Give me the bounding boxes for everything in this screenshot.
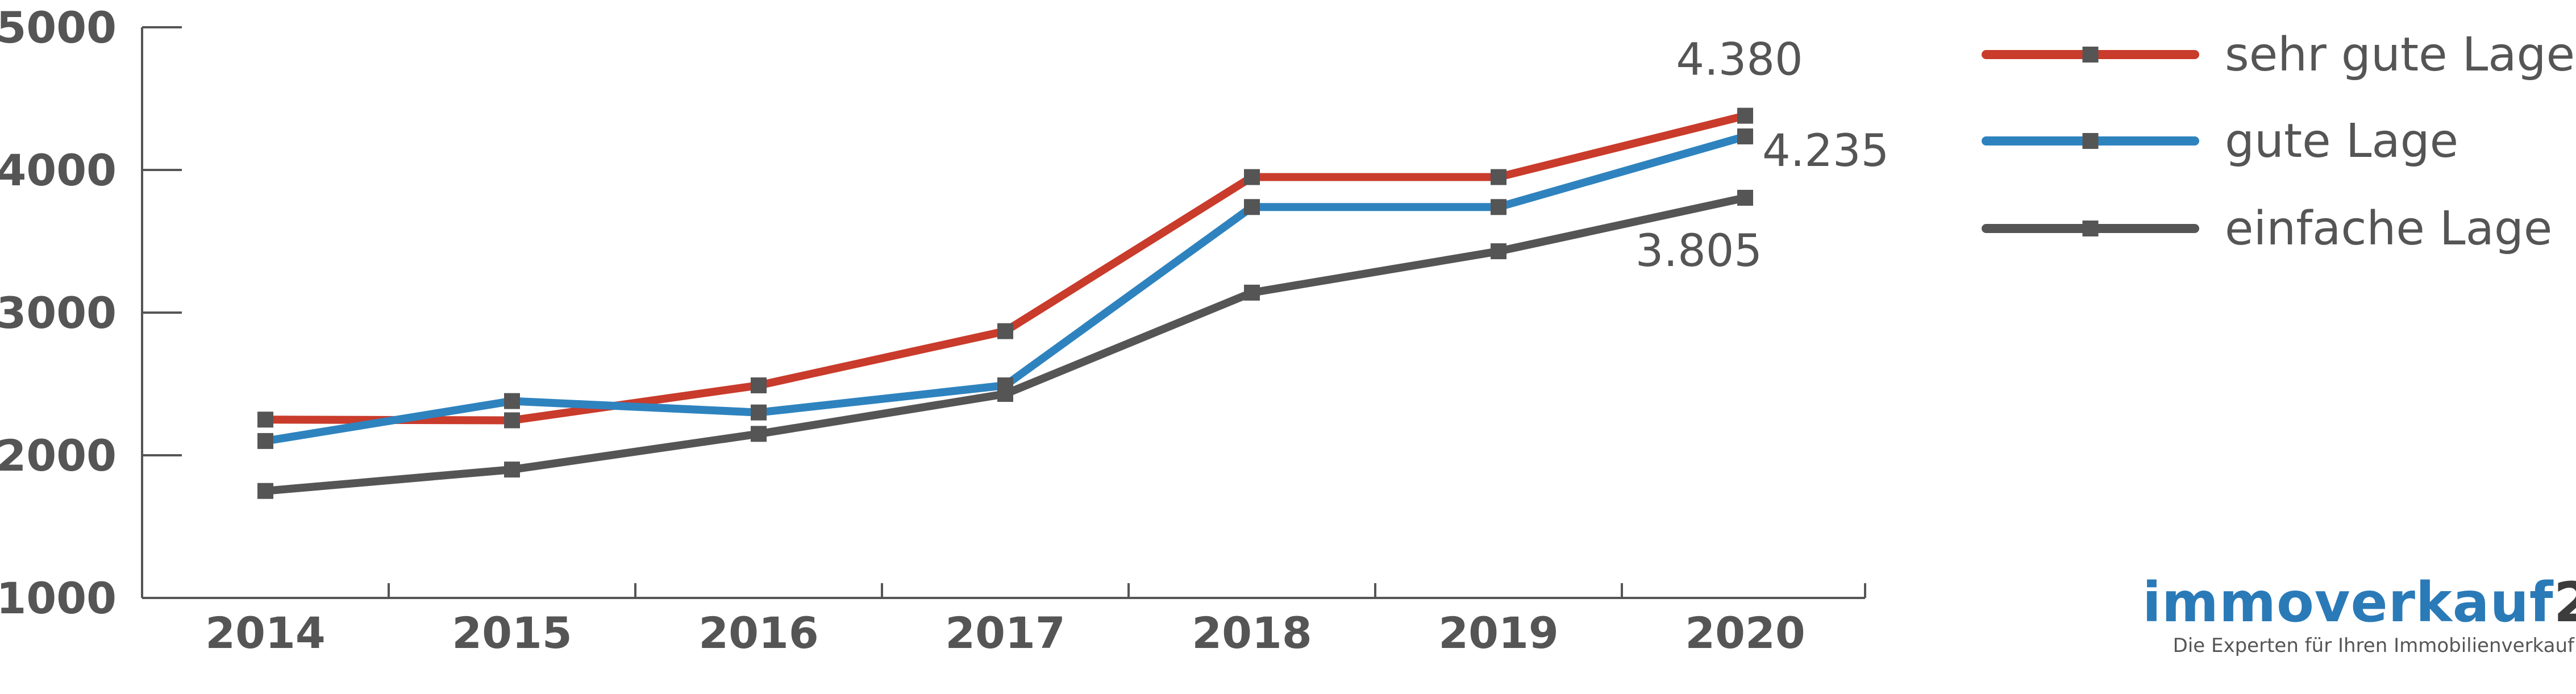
brand-logo: immoverkauf24 Die Experten für Ihren Imm… [2142, 571, 2576, 657]
value-annotation: 4.380 [1676, 35, 1803, 86]
data-point [1491, 199, 1507, 215]
legend: sehr gute Lage gute Lage einfache Lage [1982, 28, 2575, 256]
data-point [1491, 169, 1507, 185]
data-point [1244, 284, 1260, 301]
x-tick-label: 2016 [698, 608, 819, 658]
legend-marker [2082, 47, 2099, 63]
data-point [1244, 199, 1260, 215]
legend-label: einfache Lage [2225, 202, 2552, 256]
brand-tagline: Die Experten für Ihren Immobilienverkauf [2173, 634, 2574, 657]
brand-name-part1: immoverkauf [2142, 571, 2554, 634]
x-tick-label: 2019 [1438, 608, 1559, 658]
data-point [1737, 128, 1753, 145]
data-point [1244, 169, 1260, 185]
brand-name-part2: 24 [2553, 571, 2576, 634]
series-line [261, 111, 1749, 425]
value-annotation: 4.235 [1762, 126, 1889, 177]
axes: 1000 2000 3000 4000 5000 2014 2015 2016 2017 2018… [0, 2, 1866, 658]
x-tick-label: 2018 [1192, 608, 1312, 658]
data-point [1737, 107, 1753, 124]
x-tick-label: 2014 [205, 608, 326, 658]
data-point [504, 412, 520, 429]
data-point [257, 412, 273, 428]
x-tick-label: 2015 [452, 608, 572, 658]
value-annotation: 3.805 [1636, 226, 1762, 277]
data-point [1737, 189, 1753, 206]
legend-label: gute Lage [2225, 114, 2458, 168]
y-tick-label: 5000 [0, 2, 116, 53]
legend-marker [2082, 221, 2099, 236]
data-point [751, 404, 767, 421]
series-layer [257, 107, 1753, 499]
series-3 [257, 189, 1753, 499]
y-tick-label: 1000 [0, 573, 116, 624]
x-tick-label: 2017 [945, 608, 1066, 658]
y-tick-label: 4000 [0, 145, 116, 196]
y-tick-label: 3000 [0, 288, 116, 338]
series-line [261, 193, 1749, 495]
series-2 [257, 128, 1753, 449]
data-point [997, 386, 1013, 402]
legend-marker [2082, 133, 2099, 149]
legend-entry: einfache Lage [1982, 202, 2552, 256]
data-point [504, 393, 520, 409]
data-point [751, 377, 767, 394]
data-point [751, 426, 767, 442]
legend-label: sehr gute Lage [2225, 28, 2575, 82]
data-point [997, 323, 1013, 339]
data-point [1491, 243, 1507, 260]
legend-entry: gute Lage [1982, 114, 2458, 168]
data-point [504, 462, 520, 478]
legend-entry: sehr gute Lage [1982, 28, 2575, 82]
brand-name: immoverkauf24 [2142, 571, 2576, 634]
y-tick-label: 2000 [0, 430, 116, 481]
series-1 [257, 107, 1753, 429]
data-point [257, 433, 273, 449]
data-point [257, 483, 273, 499]
x-tick-label: 2020 [1685, 608, 1805, 658]
